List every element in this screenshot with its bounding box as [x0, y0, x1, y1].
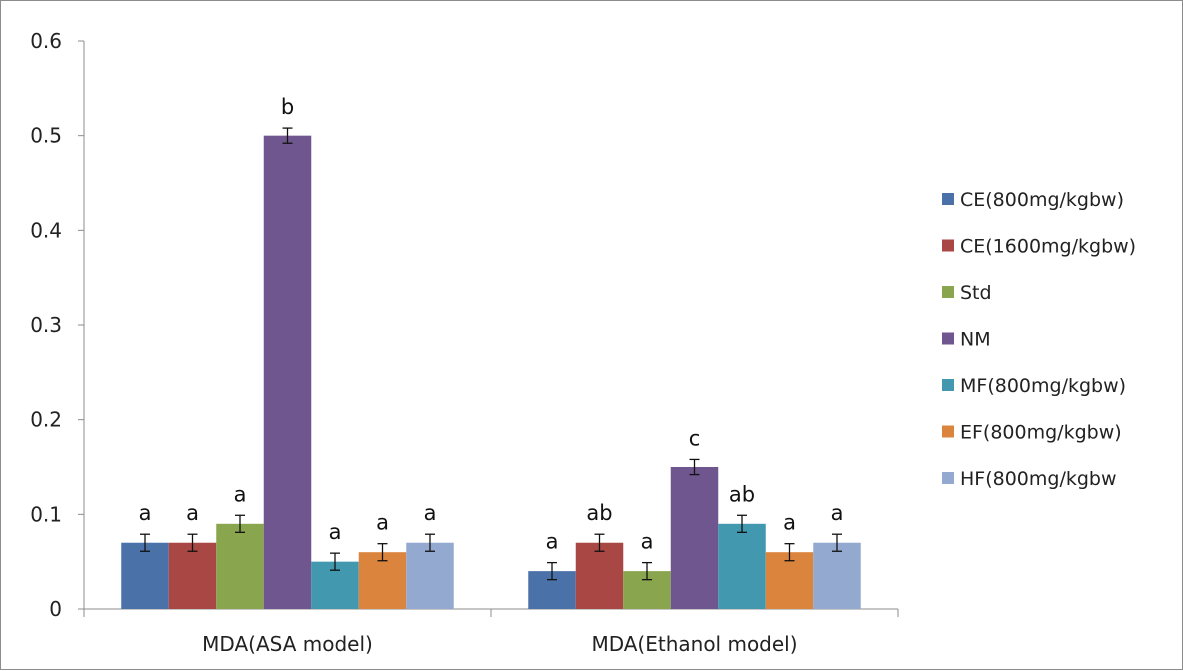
significance-label: a	[424, 501, 437, 525]
bar	[575, 542, 624, 609]
legend-swatch	[942, 239, 954, 252]
y-tick-label: 0.4	[30, 218, 62, 242]
legend-swatch	[942, 425, 954, 438]
significance-label: a	[641, 530, 654, 554]
significance-label: a	[831, 501, 844, 525]
significance-label: c	[689, 426, 701, 450]
significance-label: a	[329, 520, 342, 544]
bar	[121, 542, 169, 609]
significance-label: a	[139, 501, 152, 525]
bar	[406, 542, 454, 609]
significance-label: ab	[586, 501, 612, 525]
y-tick-label: 0.2	[30, 408, 62, 432]
legend-swatch	[942, 472, 954, 484]
legend-label: HF(800mg/kgbw	[960, 468, 1117, 490]
legend-label: MF(800mg/kgbw)	[960, 375, 1126, 397]
significance-label: a	[234, 482, 247, 506]
y-tick-label: 0	[49, 597, 62, 621]
y-tick-label: 0.5	[30, 124, 62, 148]
x-tick-label: MDA(ASA model)	[202, 632, 373, 656]
bar	[216, 523, 264, 609]
legend-swatch	[942, 332, 954, 345]
significance-label: b	[281, 95, 294, 119]
bar	[263, 135, 312, 609]
legend-label: Std	[960, 282, 992, 304]
legend-label: NM	[960, 329, 991, 351]
y-tick-label: 0.3	[30, 313, 62, 337]
legend-swatch	[942, 286, 954, 298]
bar	[670, 467, 719, 609]
legend-label: CE(1600mg/kgbw)	[960, 236, 1136, 258]
bar	[718, 523, 766, 609]
y-tick-label: 0.6	[30, 29, 62, 53]
bar	[358, 552, 407, 609]
x-tick-label: MDA(Ethanol model)	[591, 632, 797, 656]
bar	[813, 542, 861, 609]
axes: 0 0.1 0.2 0.3 0.4 0.5 0.6 MDA(ASA model) MDA(Eth…	[30, 29, 899, 656]
legend-swatch	[942, 379, 954, 391]
bar	[765, 552, 814, 609]
significance-label: a	[783, 511, 796, 535]
bar	[168, 542, 217, 609]
significance-label: a	[546, 530, 559, 554]
legend-label: CE(800mg/kgbw)	[960, 189, 1124, 211]
y-tick-label: 0.1	[30, 502, 62, 526]
legend: CE(800mg/kgbw) CE(1600mg/kgbw) Std NM MF(800…	[942, 189, 1136, 490]
legend-swatch	[942, 193, 954, 205]
legend-label: EF(800mg/kgbw)	[960, 422, 1122, 444]
significance-label: a	[186, 501, 199, 525]
significance-label: a	[376, 511, 389, 535]
significance-label: ab	[729, 482, 755, 506]
